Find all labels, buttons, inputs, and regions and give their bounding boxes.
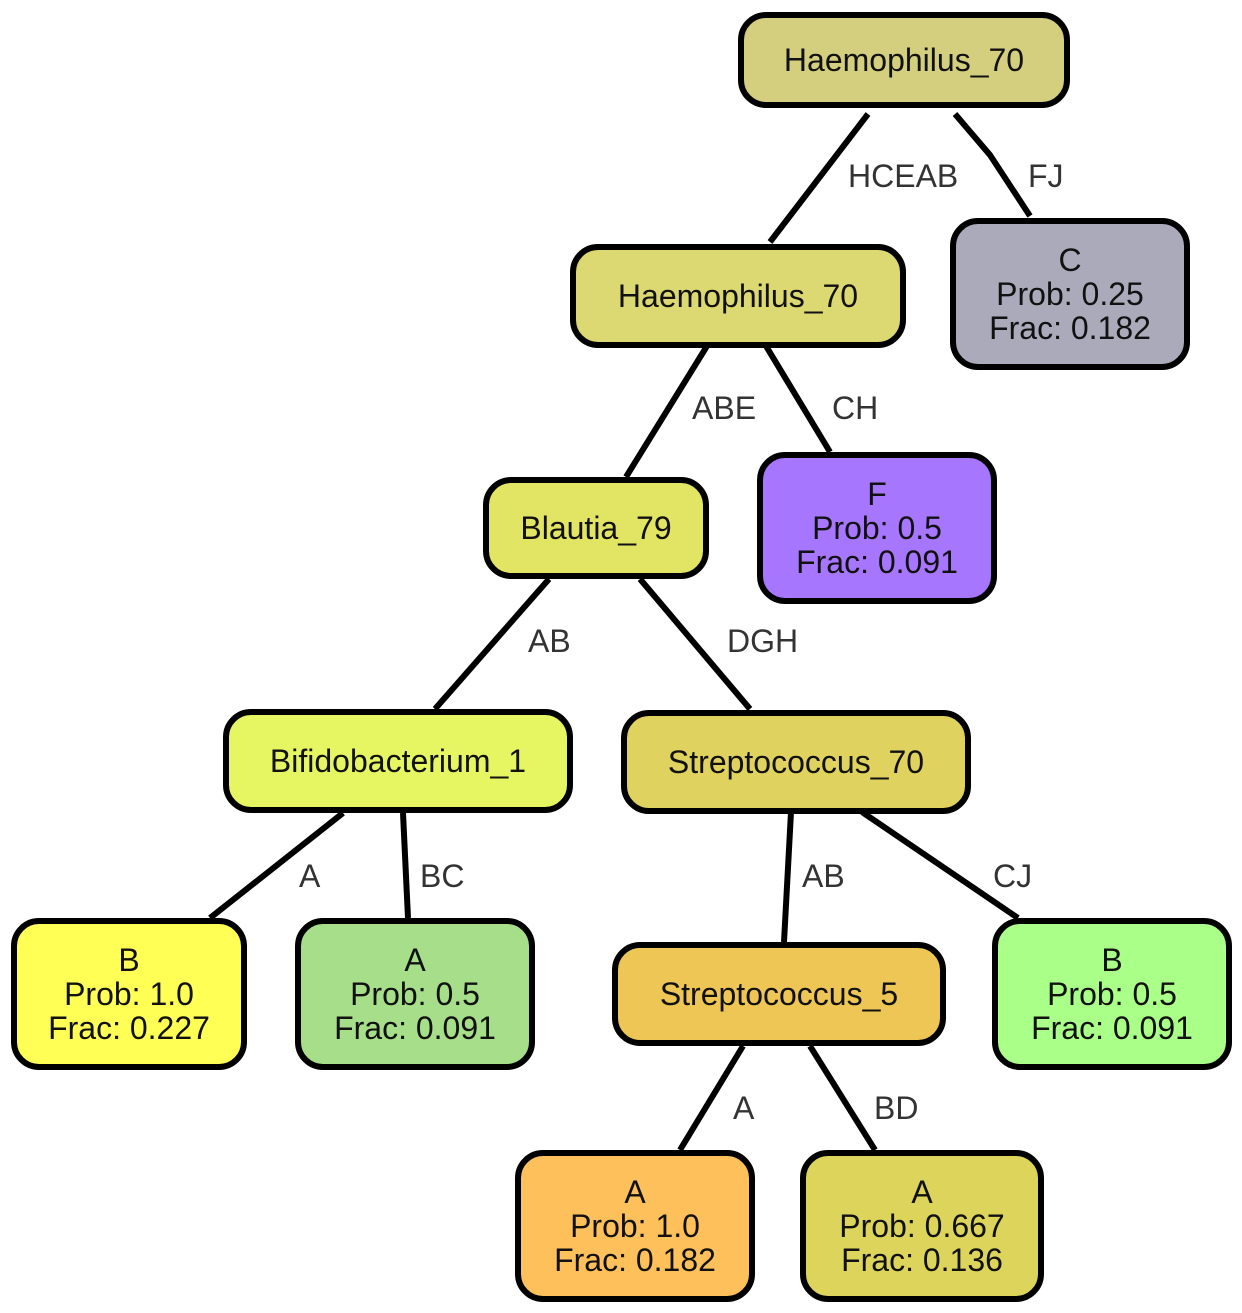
edge-n6-n10 (860, 809, 1020, 921)
node-bifidobacterium: Bifidobacterium_1 (223, 709, 573, 813)
edge-n0-n2 (952, 112, 1033, 218)
node-title: Bifidobacterium_1 (269, 743, 527, 779)
edge-n9-n12 (807, 1044, 878, 1152)
node-title: A (911, 1174, 933, 1210)
node-title: F (867, 476, 887, 512)
node-streptococcus-5: Streptococcus_5 (612, 942, 946, 1046)
node-title: A (404, 942, 426, 978)
node-detail: Frac: 0.091 (796, 544, 958, 580)
node-title: Streptococcus_70 (667, 744, 925, 780)
node-title: Blautia_79 (520, 510, 672, 546)
edge-n1-n3 (623, 344, 710, 479)
leaf-c: C Prob: 0.25 Frac: 0.182 (950, 218, 1190, 370)
edge-n0-n1 (767, 112, 871, 244)
edge-label: BC (420, 858, 465, 894)
edge-label: A (733, 1090, 755, 1126)
node-blautia: Blautia_79 (483, 477, 709, 579)
leaf-a-strep5-left: A Prob: 1.0 Frac: 0.182 (515, 1150, 755, 1302)
node-detail: Prob: 1.0 (570, 1208, 700, 1244)
node-title: Streptococcus_5 (659, 976, 899, 1012)
node-detail: Frac: 0.091 (1031, 1010, 1193, 1046)
node-detail: Frac: 0.136 (841, 1242, 1003, 1278)
edge-n6-n9 (781, 811, 794, 943)
edge-label: DGH (727, 623, 799, 659)
edge-n3-n5 (432, 577, 552, 711)
node-title: B (118, 942, 140, 978)
node-streptococcus-70: Streptococcus_70 (621, 710, 971, 814)
edge-label: AB (528, 623, 571, 659)
node-title: C (1058, 242, 1082, 278)
edge-label: AB (802, 858, 845, 894)
node-detail: Prob: 0.5 (1047, 976, 1177, 1012)
node-detail: Frac: 0.182 (989, 310, 1151, 346)
leaf-a-strep5-right: A Prob: 0.667 Frac: 0.136 (800, 1150, 1044, 1302)
edge-label: HCEAB (848, 158, 959, 194)
edge-label: CJ (993, 858, 1033, 894)
node-title: Haemophilus_70 (617, 278, 859, 314)
edge-label: CH (832, 390, 879, 426)
edge-n5-n8 (400, 812, 411, 919)
node-detail: Prob: 0.5 (812, 510, 942, 546)
node-detail: Prob: 0.25 (996, 276, 1144, 312)
edge-n5-n7 (208, 810, 345, 921)
node-detail: Frac: 0.227 (48, 1010, 210, 1046)
node-title: B (1101, 942, 1123, 978)
leaf-a-bifido: A Prob: 0.5 Frac: 0.091 (295, 918, 535, 1070)
edge-n3-n6 (637, 577, 753, 711)
node-haemophilus: Haemophilus_70 (570, 244, 906, 348)
node-detail: Frac: 0.182 (554, 1242, 716, 1278)
node-title: A (624, 1174, 646, 1210)
leaf-b-bifido: B Prob: 1.0 Frac: 0.227 (11, 918, 247, 1070)
edge-label: A (299, 858, 321, 894)
edge-n9-n11 (677, 1044, 746, 1152)
node-detail: Prob: 1.0 (64, 976, 194, 1012)
edge-label: ABE (692, 390, 757, 426)
leaf-b-strep: B Prob: 0.5 Frac: 0.091 (992, 918, 1232, 1070)
leaf-f: F Prob: 0.5 Frac: 0.091 (757, 452, 997, 604)
node-detail: Frac: 0.091 (334, 1010, 496, 1046)
root-node-haemophilus: Haemophilus_70 (738, 12, 1070, 108)
edge-n1-n4 (763, 344, 833, 454)
edge-label: FJ (1028, 158, 1064, 194)
node-detail: Prob: 0.667 (839, 1208, 1005, 1244)
node-title: Haemophilus_70 (783, 42, 1025, 78)
node-detail: Prob: 0.5 (350, 976, 480, 1012)
edge-label: BD (874, 1090, 919, 1126)
